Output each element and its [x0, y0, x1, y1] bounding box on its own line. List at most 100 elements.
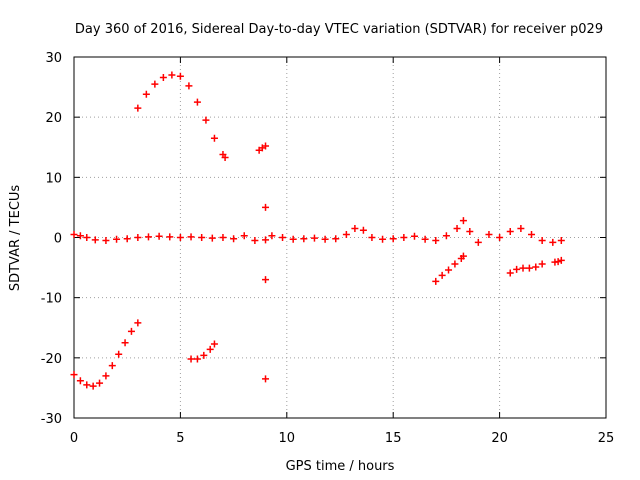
data-point — [279, 234, 287, 241]
data-point — [221, 153, 229, 161]
data-point — [368, 234, 376, 241]
data-point — [300, 235, 308, 243]
data-point — [210, 340, 218, 348]
data-point — [168, 71, 176, 79]
data-point — [517, 224, 525, 232]
data-point — [127, 327, 135, 335]
data-point — [528, 230, 536, 238]
data-point — [185, 82, 193, 90]
data-point — [144, 233, 152, 241]
data-point — [262, 276, 270, 284]
data-point — [76, 377, 84, 385]
data-point — [321, 235, 329, 243]
data-point — [506, 227, 514, 235]
data-point — [83, 234, 91, 241]
y-tick-label: 20 — [45, 111, 62, 126]
data-point — [70, 371, 78, 379]
data-series — [70, 230, 270, 245]
data-point — [193, 355, 201, 363]
data-point — [208, 234, 216, 242]
data-point — [123, 235, 131, 243]
data-point — [83, 381, 91, 389]
data-point — [155, 232, 163, 240]
grid-layer — [74, 57, 606, 418]
data-point — [389, 235, 397, 243]
data-point — [200, 351, 208, 359]
data-point — [506, 269, 514, 277]
data-point — [351, 224, 359, 232]
data-point — [134, 104, 142, 112]
data-point — [432, 277, 440, 285]
data-point — [421, 235, 429, 243]
x-tick-label: 10 — [279, 431, 296, 446]
data-point — [400, 234, 408, 241]
data-point — [96, 379, 104, 387]
data-point — [519, 264, 527, 272]
y-tick-label: 10 — [45, 171, 62, 186]
data-point — [459, 252, 467, 260]
data-point — [453, 224, 461, 232]
x-axis-label: GPS time / hours — [286, 459, 395, 474]
y-tick-label: 30 — [45, 51, 62, 66]
data-point — [262, 142, 270, 150]
data-point — [230, 235, 238, 243]
data-point — [134, 319, 142, 327]
data-point — [219, 234, 227, 241]
data-point — [251, 237, 259, 245]
y-tick-label: -10 — [41, 292, 62, 307]
data-point — [187, 355, 195, 363]
data-point — [466, 227, 474, 235]
data-point — [113, 235, 121, 243]
data-point — [496, 234, 504, 241]
data-point — [310, 234, 318, 242]
data-point — [262, 375, 270, 383]
data-point — [142, 90, 150, 98]
points-layer — [70, 71, 565, 390]
y-tick-label: -30 — [41, 412, 62, 427]
data-point — [187, 233, 195, 241]
data-point — [410, 232, 418, 240]
data-point — [432, 237, 440, 245]
x-tick-label: 0 — [70, 431, 78, 446]
data-point — [289, 235, 297, 243]
data-point — [532, 263, 540, 271]
x-tick-label: 20 — [491, 431, 508, 446]
data-series — [187, 340, 218, 363]
data-point — [359, 226, 367, 234]
data-series — [268, 217, 565, 246]
data-point — [115, 350, 123, 358]
data-point — [451, 260, 459, 268]
data-point — [193, 98, 201, 106]
data-point — [342, 230, 350, 238]
data-point — [108, 362, 116, 370]
data-point — [442, 232, 450, 240]
data-point — [176, 72, 184, 80]
data-series — [262, 203, 270, 383]
data-point — [102, 237, 110, 245]
data-point — [459, 217, 467, 225]
data-point — [485, 230, 493, 238]
data-point — [210, 134, 218, 142]
data-point — [89, 382, 97, 390]
data-point — [70, 230, 78, 238]
data-series — [255, 142, 270, 154]
data-point — [76, 232, 84, 240]
x-tick-label: 25 — [598, 431, 615, 446]
data-point — [549, 238, 557, 246]
data-point — [102, 372, 110, 380]
data-point — [554, 258, 562, 266]
tick-layer: 0 5 10 15 20 25 -30 -20 -10 0 10 20 30 — [41, 51, 615, 446]
x-tick-label: 15 — [385, 431, 402, 446]
data-point — [557, 237, 565, 245]
data-point — [513, 265, 521, 273]
data-series — [551, 256, 565, 266]
data-series — [432, 252, 467, 285]
data-point — [166, 233, 174, 241]
data-point — [151, 80, 159, 88]
data-point — [538, 237, 546, 245]
data-point — [206, 345, 214, 353]
data-point — [525, 264, 533, 272]
data-point — [176, 234, 184, 241]
